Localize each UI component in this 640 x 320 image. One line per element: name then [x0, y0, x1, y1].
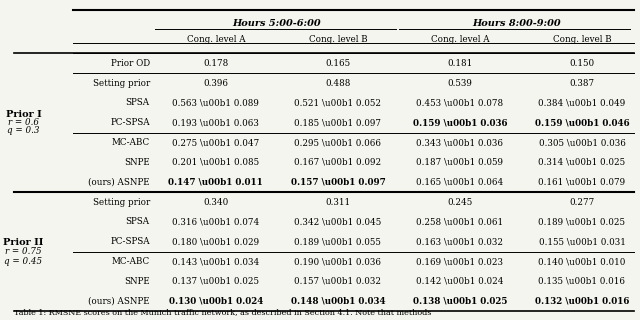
Text: 0.277: 0.277: [570, 197, 595, 206]
Text: 0.150: 0.150: [570, 59, 595, 68]
Text: 0.140 \u00b1 0.010: 0.140 \u00b1 0.010: [538, 257, 626, 266]
Text: 0.132 \u00b1 0.016: 0.132 \u00b1 0.016: [535, 297, 629, 306]
Text: 0.314 \u00b1 0.025: 0.314 \u00b1 0.025: [538, 158, 625, 167]
Text: r = 0.75: r = 0.75: [5, 247, 42, 256]
Text: 0.130 \u00b1 0.024: 0.130 \u00b1 0.024: [169, 297, 263, 306]
Text: 0.384 \u00b1 0.049: 0.384 \u00b1 0.049: [538, 98, 626, 107]
Text: 0.163 \u00b1 0.032: 0.163 \u00b1 0.032: [417, 237, 504, 246]
Text: 0.159 \u00b1 0.046: 0.159 \u00b1 0.046: [534, 118, 629, 127]
Text: 0.165: 0.165: [325, 59, 351, 68]
Text: 0.165 \u00b1 0.064: 0.165 \u00b1 0.064: [416, 178, 504, 187]
Text: 0.275 \u00b1 0.047: 0.275 \u00b1 0.047: [172, 138, 259, 147]
Text: 0.187 \u00b1 0.059: 0.187 \u00b1 0.059: [417, 158, 504, 167]
Text: 0.155 \u00b1 0.031: 0.155 \u00b1 0.031: [538, 237, 625, 246]
Text: 0.563 \u00b1 0.089: 0.563 \u00b1 0.089: [172, 98, 259, 107]
Text: 0.180 \u00b1 0.029: 0.180 \u00b1 0.029: [172, 237, 259, 246]
Text: 0.189 \u00b1 0.055: 0.189 \u00b1 0.055: [294, 237, 381, 246]
Text: 0.453 \u00b1 0.078: 0.453 \u00b1 0.078: [417, 98, 504, 107]
Text: 0.169 \u00b1 0.023: 0.169 \u00b1 0.023: [417, 257, 504, 266]
Text: 0.190 \u00b1 0.036: 0.190 \u00b1 0.036: [294, 257, 381, 266]
Text: MC-ABC: MC-ABC: [111, 257, 150, 266]
Text: q = 0.3: q = 0.3: [7, 126, 40, 135]
Text: PC-SPSA: PC-SPSA: [110, 118, 150, 127]
Text: 0.305 \u00b1 0.036: 0.305 \u00b1 0.036: [538, 138, 625, 147]
Text: Cong. level B: Cong. level B: [308, 35, 367, 44]
Text: 0.343 \u00b1 0.036: 0.343 \u00b1 0.036: [417, 138, 504, 147]
Text: 0.488: 0.488: [325, 78, 351, 87]
Text: Prior I: Prior I: [6, 110, 42, 119]
Text: 0.143 \u00b1 0.034: 0.143 \u00b1 0.034: [172, 257, 259, 266]
Text: MC-ABC: MC-ABC: [111, 138, 150, 147]
Text: SPSA: SPSA: [125, 217, 150, 226]
Text: 0.178: 0.178: [204, 59, 228, 68]
Text: 0.311: 0.311: [325, 197, 351, 206]
Text: SNPE: SNPE: [124, 277, 150, 286]
Text: 0.157 \u00b1 0.032: 0.157 \u00b1 0.032: [294, 277, 381, 286]
Text: 0.147 \u00b1 0.011: 0.147 \u00b1 0.011: [168, 178, 263, 187]
Text: 0.396: 0.396: [204, 78, 228, 87]
Text: 0.161 \u00b1 0.079: 0.161 \u00b1 0.079: [538, 178, 625, 187]
Text: (ours) ASNPE: (ours) ASNPE: [88, 178, 150, 187]
Text: r = 0.6: r = 0.6: [8, 118, 39, 127]
Text: 0.142 \u00b1 0.024: 0.142 \u00b1 0.024: [416, 277, 504, 286]
Text: 0.258 \u00b1 0.061: 0.258 \u00b1 0.061: [417, 217, 504, 226]
Text: 0.295 \u00b1 0.066: 0.295 \u00b1 0.066: [294, 138, 381, 147]
Text: Hours 5:00-6:00: Hours 5:00-6:00: [232, 19, 321, 28]
Text: Hours 8:00-9:00: Hours 8:00-9:00: [472, 19, 561, 28]
Text: 0.148 \u00b1 0.034: 0.148 \u00b1 0.034: [291, 297, 385, 306]
Text: 0.387: 0.387: [570, 78, 595, 87]
Text: SNPE: SNPE: [124, 158, 150, 167]
Text: 0.159 \u00b1 0.036: 0.159 \u00b1 0.036: [413, 118, 507, 127]
Text: 0.539: 0.539: [447, 78, 472, 87]
Text: Cong. level A: Cong. level A: [187, 35, 245, 44]
Text: 0.181: 0.181: [447, 59, 472, 68]
Text: Setting prior: Setting prior: [93, 197, 150, 206]
Text: 0.201 \u00b1 0.085: 0.201 \u00b1 0.085: [172, 158, 259, 167]
Text: 0.137 \u00b1 0.025: 0.137 \u00b1 0.025: [172, 277, 259, 286]
Text: Table 1: RMSNE scores on the Munich traffic network, as described in Section 4.1: Table 1: RMSNE scores on the Munich traf…: [14, 308, 431, 316]
Text: 0.521 \u00b1 0.052: 0.521 \u00b1 0.052: [294, 98, 381, 107]
Text: 0.157 \u00b1 0.097: 0.157 \u00b1 0.097: [291, 178, 385, 187]
Text: 0.245: 0.245: [447, 197, 472, 206]
Text: 0.189 \u00b1 0.025: 0.189 \u00b1 0.025: [538, 217, 625, 226]
Text: Cong. level B: Cong. level B: [553, 35, 611, 44]
Text: 0.138 \u00b1 0.025: 0.138 \u00b1 0.025: [413, 297, 507, 306]
Text: q = 0.45: q = 0.45: [4, 257, 42, 266]
Text: 0.342 \u00b1 0.045: 0.342 \u00b1 0.045: [294, 217, 381, 226]
Text: 0.167 \u00b1 0.092: 0.167 \u00b1 0.092: [294, 158, 381, 167]
Text: Setting prior: Setting prior: [93, 78, 150, 87]
Text: SPSA: SPSA: [125, 98, 150, 107]
Text: 0.340: 0.340: [204, 197, 228, 206]
Text: 0.185 \u00b1 0.097: 0.185 \u00b1 0.097: [294, 118, 381, 127]
Text: 0.135 \u00b1 0.016: 0.135 \u00b1 0.016: [538, 277, 625, 286]
Text: 0.316 \u00b1 0.074: 0.316 \u00b1 0.074: [172, 217, 259, 226]
Text: Prior OD: Prior OD: [111, 59, 150, 68]
Text: PC-SPSA: PC-SPSA: [110, 237, 150, 246]
Text: Prior II: Prior II: [3, 237, 44, 246]
Text: 0.193 \u00b1 0.063: 0.193 \u00b1 0.063: [172, 118, 259, 127]
Text: (ours) ASNPE: (ours) ASNPE: [88, 297, 150, 306]
Text: Cong. level A: Cong. level A: [431, 35, 489, 44]
